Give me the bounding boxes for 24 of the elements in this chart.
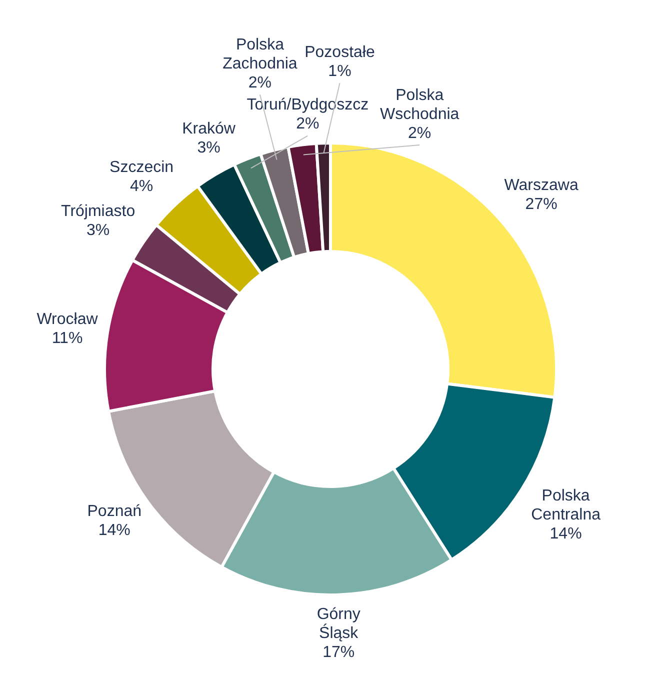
data-label: 27% [525,196,558,213]
data-label: 14% [98,522,130,540]
slice-label: Wrocław [36,311,98,328]
slice-label: Polska Wschodnia [380,86,460,123]
data-label: 2% [408,124,432,142]
slice-label: Górny Śląsk [316,606,360,642]
data-label: 2% [248,74,272,92]
data-label: 11% [52,330,83,348]
data-label: 4% [130,178,154,196]
slice-label: Warszawa [504,176,578,194]
data-label: 3% [86,222,110,240]
slice-label: Polska Centralna [531,487,601,524]
data-label: 14% [550,525,582,542]
data-label: 2% [296,116,320,133]
slice-label: Poznań [87,503,142,520]
slice-label: Szczecin [110,159,174,176]
data-label: 1% [328,63,352,80]
slice-label: Trójmiasto [61,203,136,220]
slice-label: Polska Zachodnia [222,36,298,73]
data-label: 17% [322,644,355,661]
slice-label: Kraków [182,120,236,138]
slice-label: Pozostałe [304,44,375,62]
data-label: 3% [197,139,220,156]
slice-label: Toruń/Bydgoszcz [246,96,369,114]
